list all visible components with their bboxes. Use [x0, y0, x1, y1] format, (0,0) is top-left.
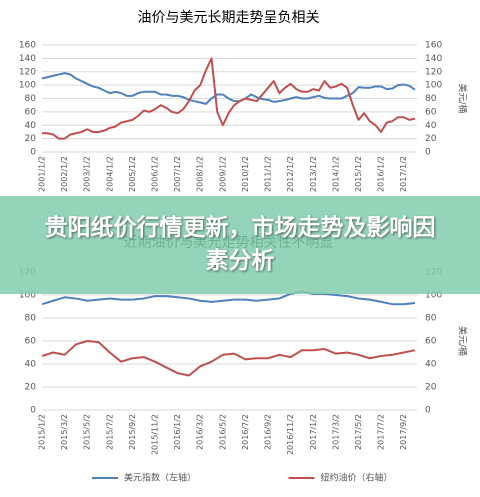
y2-tick-label: 60 [425, 107, 437, 117]
chart-title: 油价与美元长期走势呈负相关 [138, 10, 320, 26]
x-tick-label: 2015/11/2 [151, 414, 160, 455]
x-tick-label: 2012/1/2 [286, 156, 295, 192]
y-tick-label: 100 [19, 81, 36, 91]
y-tick-label: 0 [30, 406, 36, 416]
x-tick-label: 2016/3/2 [196, 414, 205, 450]
y-tick-label: 0 [30, 148, 36, 158]
x-tick-label: 2014/1/2 [331, 156, 340, 192]
y2-tick-label: 40 [425, 121, 437, 131]
y-tick-label: 40 [25, 360, 37, 370]
x-tick-label: 2004/1/2 [105, 156, 114, 192]
x-tick-label: 2010/1/2 [241, 156, 250, 192]
y2-axis-label: 美元/桶 [457, 326, 469, 356]
x-tick-label: 2015/1/2 [38, 414, 47, 450]
y2-tick-label: 140 [425, 54, 442, 64]
x-tick-label: 2015/1/2 [354, 156, 363, 192]
y-tick-label: 100 [19, 291, 36, 301]
x-tick-label: 2017/1/2 [309, 414, 318, 450]
x-tick-label: 2016/7/2 [241, 414, 250, 450]
y-tick-label: 60 [25, 107, 37, 117]
y2-tick-label: 60 [425, 337, 437, 347]
x-tick-label: 2002/1/2 [60, 156, 69, 192]
y2-tick-label: 0 [425, 406, 431, 416]
y-tick-label: 160 [19, 41, 36, 51]
y2-tick-label: 0 [425, 148, 431, 158]
y2-tick-label: 160 [425, 41, 442, 51]
x-tick-label: 2015/3/2 [60, 414, 69, 450]
x-tick-label: 2006/1/2 [151, 156, 160, 192]
y2-tick-label: 100 [425, 291, 442, 301]
x-tick-label: 2016/11/2 [286, 414, 295, 455]
y-tick-label: 120 [19, 67, 36, 77]
x-tick-label: 2015/7/2 [105, 414, 114, 450]
y2-tick-label: 80 [425, 94, 437, 104]
x-tick-label: 2016/1/2 [377, 156, 386, 192]
x-tick-label: 2005/1/2 [128, 156, 137, 192]
series-line [42, 57, 416, 140]
x-tick-label: 2015/5/2 [83, 414, 92, 450]
series-line [41, 72, 416, 105]
legend-label: 纽约油价（右轴） [321, 472, 393, 484]
x-tick-label: 2016/9/2 [264, 414, 273, 450]
x-tick-label: 2017/3/2 [331, 414, 340, 450]
x-tick-label: 2013/1/2 [309, 156, 318, 192]
y-tick-label: 20 [25, 134, 37, 144]
x-tick-label: 2017/7/2 [377, 414, 386, 450]
y-tick-label: 80 [25, 94, 37, 104]
y2-tick-label: 20 [425, 134, 437, 144]
x-tick-label: 2009/1/2 [218, 156, 227, 192]
y2-tick-label: 20 [425, 383, 437, 393]
y-tick-label: 40 [25, 121, 37, 131]
y2-tick-label: 40 [425, 360, 437, 370]
x-tick-label: 2001/1/2 [38, 156, 47, 192]
y2-axis-label: 美元/桶 [457, 83, 469, 113]
y-tick-label: 140 [19, 54, 36, 64]
x-tick-label: 2011/1/2 [264, 156, 273, 192]
x-tick-label: 2017/1/2 [399, 156, 408, 192]
banner-title: 贵阳纸价行情更新，市场走势及影响因素分析 [44, 215, 436, 274]
x-tick-label: 2007/1/2 [173, 156, 182, 192]
banner: 贵阳纸价行情更新，市场走势及影响因素分析 [0, 196, 480, 294]
y2-tick-label: 100 [425, 81, 442, 91]
x-tick-label: 2003/1/2 [83, 156, 92, 192]
y-tick-label: 20 [25, 383, 37, 393]
series-line [41, 290, 416, 306]
y-tick-label: 80 [25, 314, 37, 324]
y-tick-label: 60 [25, 337, 37, 347]
series-line [41, 340, 416, 377]
x-tick-label: 2017/5/2 [354, 414, 363, 450]
x-tick-label: 2008/1/2 [196, 156, 205, 192]
legend-label: 美元指数（左轴） [124, 472, 196, 484]
x-tick-label: 2016/5/2 [218, 414, 227, 450]
x-tick-label: 2016/1/2 [173, 414, 182, 450]
y2-tick-label: 120 [425, 67, 442, 77]
y2-tick-label: 80 [425, 314, 437, 324]
x-tick-label: 2015/9/2 [128, 414, 137, 450]
x-tick-label: 2017/9/2 [399, 414, 408, 450]
